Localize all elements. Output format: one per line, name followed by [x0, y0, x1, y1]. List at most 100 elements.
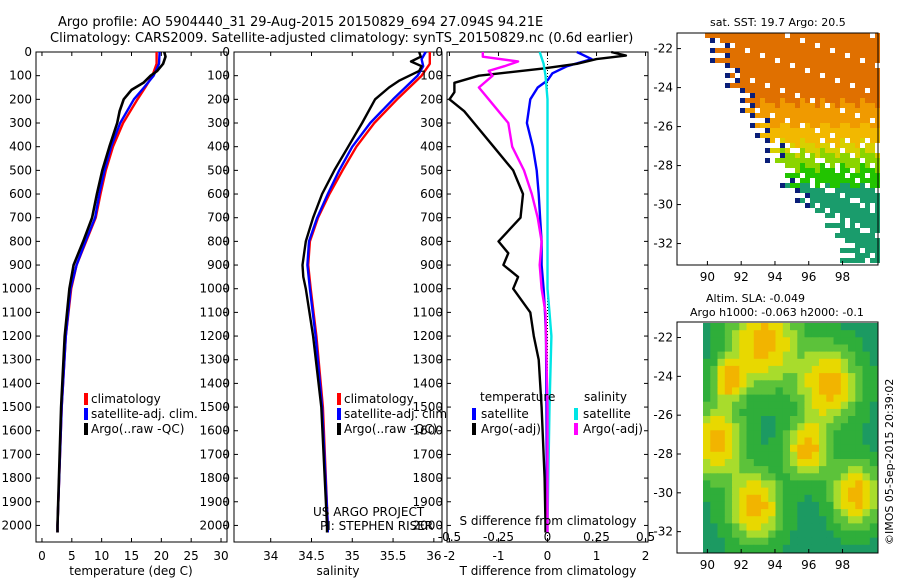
sla-cell [761, 430, 769, 439]
sla-cell [790, 323, 798, 331]
sla-cell [739, 473, 748, 482]
sst-cell [790, 118, 795, 123]
sla-cell [826, 401, 835, 410]
sla-cell [855, 394, 864, 403]
sst-cell [825, 138, 830, 143]
sst-cell [855, 138, 860, 143]
depth-tick-label: 200 [207, 92, 230, 106]
depth-tick-label: 1400 [412, 376, 443, 390]
sst-cell [840, 128, 845, 133]
depth-tick-label: 900 [9, 258, 32, 272]
sst-cell [770, 78, 775, 83]
sla-cell [826, 494, 835, 503]
sst-cell [755, 73, 760, 78]
sla-cell [811, 544, 820, 553]
sst-cell [815, 93, 820, 98]
sla-cell [761, 423, 769, 431]
sst-cell [730, 53, 735, 58]
sla-cell [739, 365, 748, 374]
sla-cell [826, 423, 835, 431]
sst-cell [835, 58, 840, 63]
sla-cell [775, 537, 784, 546]
sla-cell [797, 430, 806, 439]
sla-cell [797, 416, 806, 424]
sst-cell [860, 73, 865, 78]
sla-cell [804, 344, 813, 353]
sla-cell [768, 344, 777, 353]
sst-cell [860, 63, 865, 68]
sst-cell [815, 38, 820, 43]
sst-cell [830, 173, 835, 178]
sst-cell [855, 88, 860, 93]
sla-cell [746, 344, 755, 353]
depth-tick-label: 200 [420, 92, 443, 106]
sst-cell [840, 143, 845, 148]
sst-cell [745, 43, 750, 48]
sla-cell [862, 380, 871, 389]
sst-cell [720, 33, 725, 38]
sla-cell [710, 480, 719, 489]
sla-cell [724, 351, 733, 360]
sst-cell [745, 63, 750, 68]
sst-cell [870, 48, 875, 53]
sla-cell [710, 401, 719, 410]
sst-cell [750, 83, 755, 88]
sst-cell [845, 183, 850, 188]
difference-x-ticks: -2 -1 0 1 2 [443, 52, 649, 563]
depth-tick-label: 300 [420, 116, 443, 130]
legend-label-t-argo: Argo(-adj) [481, 422, 541, 436]
sst-cell [780, 83, 785, 88]
sst-cell [765, 73, 770, 78]
legend-swatch-t-argo [472, 423, 476, 435]
legend-label-climatology: climatology [344, 392, 414, 406]
sst-cell [825, 198, 830, 203]
sla-cell [833, 544, 842, 553]
sst-cell [815, 73, 820, 78]
sla-cell [790, 509, 798, 517]
sla-cell [840, 358, 849, 367]
sst-cell [855, 58, 860, 63]
sla-cell [717, 444, 726, 453]
sst-cell [855, 158, 860, 163]
sst-cell [750, 88, 755, 93]
sla-cell [819, 358, 827, 367]
sla-cell [811, 523, 820, 532]
sst-cell [845, 48, 850, 53]
sst-cell [785, 123, 790, 128]
sst-cell [820, 163, 825, 168]
sst-cell [860, 178, 865, 183]
sla-cell [797, 401, 806, 410]
sst-cell [870, 183, 875, 188]
legend-swatch-s-satellite [574, 408, 578, 420]
sst-cell [855, 213, 860, 218]
sst-cell [865, 243, 870, 248]
sst-cell [815, 68, 820, 73]
sst-cell [825, 83, 830, 88]
sst-cell [805, 93, 810, 98]
sla-cell [790, 487, 798, 496]
sla-cell [703, 466, 711, 474]
sla-cell [855, 387, 864, 396]
sst-cell [740, 88, 745, 93]
sst-cell [830, 83, 835, 88]
sla-map: Altim. SLA: -0.049 Argo h1000: -0.063 h2… [653, 292, 879, 572]
sla-cell [717, 351, 726, 360]
sst-cell [765, 108, 770, 113]
sst-cell [715, 58, 720, 63]
sst-cell [820, 208, 825, 213]
sst-cell [800, 138, 805, 143]
sla-map-cells [703, 323, 878, 553]
sst-cell [840, 213, 845, 218]
sst-cell [830, 108, 835, 113]
x-tick-label: 36 [426, 549, 441, 563]
sla-cell [732, 351, 740, 360]
sla-cell [811, 516, 820, 524]
sla-cell [862, 358, 871, 367]
sla-cell [790, 380, 798, 389]
sst-cell [815, 163, 820, 168]
sla-cell [855, 351, 864, 360]
sst-cell [830, 63, 835, 68]
sst-cell [870, 193, 875, 198]
sla-cell [717, 358, 726, 367]
sla-cell [819, 537, 827, 546]
